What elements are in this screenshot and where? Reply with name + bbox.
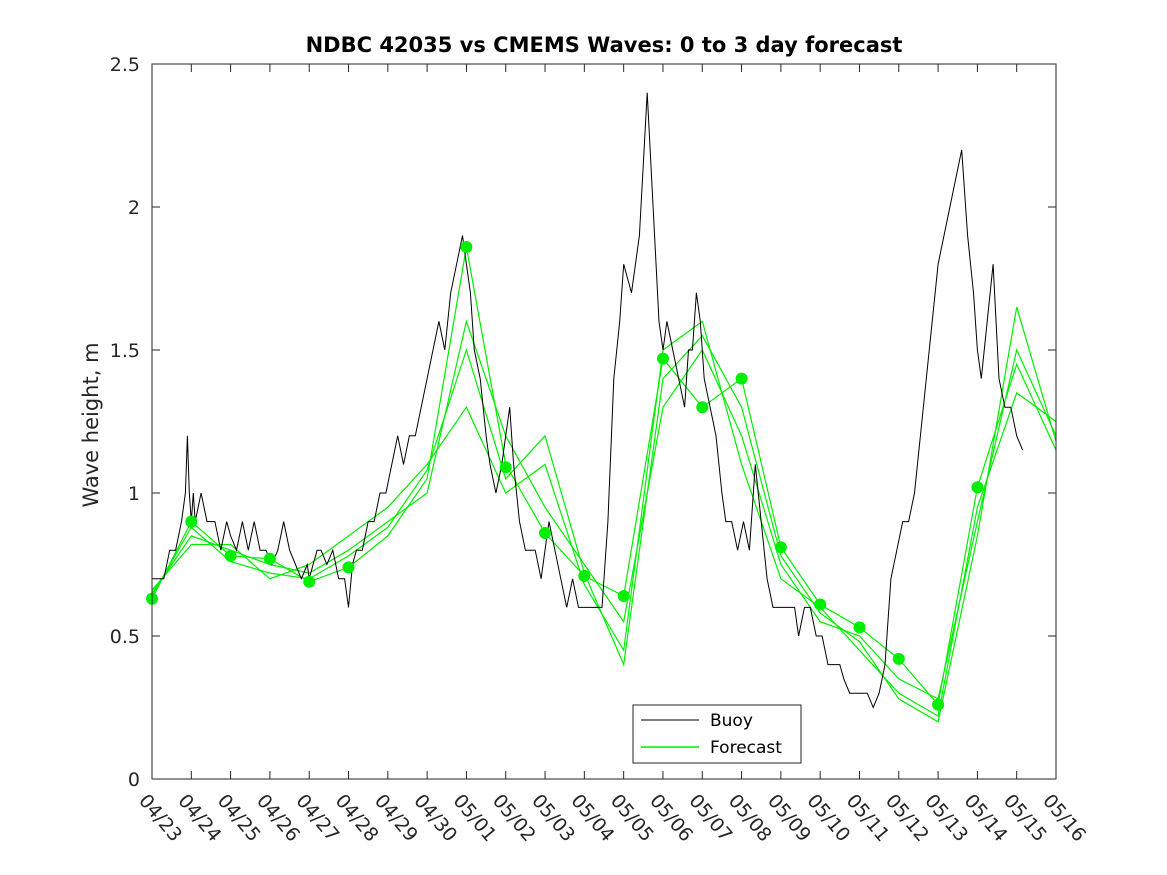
forecast-marker: [892, 652, 905, 665]
forecast-marker: [971, 481, 984, 494]
x-tick-label: 05/10: [802, 790, 854, 846]
y-tick-label: 2.5: [110, 54, 140, 76]
x-tick-label: 05/05: [606, 790, 658, 846]
forecast-marker: [932, 698, 945, 711]
x-tick-label: 04/26: [252, 790, 304, 846]
y-tick-label: 0: [128, 769, 140, 791]
forecast-marker: [499, 461, 512, 474]
x-tick-label: 05/01: [449, 790, 501, 846]
forecast-marker: [342, 561, 355, 574]
forecast-marker: [460, 241, 473, 253]
x-tick-label: 04/23: [134, 790, 186, 846]
x-tick-label: 05/07: [684, 790, 736, 846]
forecast-marker: [539, 527, 551, 539]
forecast-series-line-2: [151, 320, 1057, 718]
forecast-marker: [696, 401, 709, 414]
plot-frame: [151, 63, 1057, 780]
forecast-marker: [657, 352, 669, 365]
x-tick-label: 04/25: [213, 790, 265, 846]
chart-title: NDBC 42035 vs CMEMS Waves: 0 to 3 day fo…: [306, 33, 903, 57]
plot-area: [146, 92, 1057, 723]
x-tick-label: 04/30: [409, 790, 461, 846]
forecast-series-line-1: [151, 319, 1057, 700]
x-tick-label: 05/12: [881, 790, 933, 846]
x-tick-label: 05/08: [724, 790, 776, 846]
buoy-line: [152, 92, 1024, 709]
y-tick-label: 2: [128, 197, 140, 219]
y-tick-label: 1.5: [110, 340, 140, 362]
forecast-marker: [303, 575, 316, 588]
x-tick-label: 04/29: [370, 790, 422, 846]
x-tick-label: 05/15: [999, 790, 1051, 846]
x-tick-label: 05/14: [960, 790, 1012, 846]
legend: Buoy Forecast: [632, 704, 802, 764]
forecast-series-line-0: [151, 246, 1057, 706]
forecast-series-line-3: [151, 306, 1057, 723]
x-tick-label: 05/16: [1038, 790, 1090, 846]
forecast-marker: [185, 515, 198, 528]
forecast-marker: [224, 549, 237, 562]
x-tick-label: 05/09: [763, 790, 815, 846]
y-tick-label: 1: [128, 483, 140, 505]
forecast-marker: [617, 590, 630, 602]
x-tick-label: 05/03: [527, 790, 579, 846]
legend-forecast-label: Forecast: [710, 738, 782, 758]
legend-box: [632, 704, 802, 764]
forecast-marker: [735, 372, 748, 385]
x-tick-label: 04/27: [291, 790, 343, 846]
legend-buoy-label: Buoy: [710, 711, 753, 731]
forecast-marker: [774, 541, 787, 554]
forecast-marker: [263, 552, 276, 565]
y-tick-label: 0.5: [110, 626, 140, 648]
x-tick-label: 05/04: [566, 790, 618, 846]
forecast-marker: [853, 621, 866, 634]
axes: 00.511.522.504/2304/2404/2504/2604/2704/…: [110, 54, 1090, 846]
x-tick-label: 04/24: [173, 790, 225, 846]
x-tick-label: 05/02: [488, 790, 540, 846]
forecast-marker: [578, 569, 591, 582]
y-axis-label: Wave height, m: [79, 342, 103, 507]
x-tick-label: 05/11: [842, 790, 894, 846]
x-tick-label: 05/13: [920, 790, 972, 846]
x-tick-label: 04/28: [331, 790, 383, 846]
x-tick-label: 05/06: [645, 790, 697, 846]
forecast-marker: [814, 598, 827, 611]
